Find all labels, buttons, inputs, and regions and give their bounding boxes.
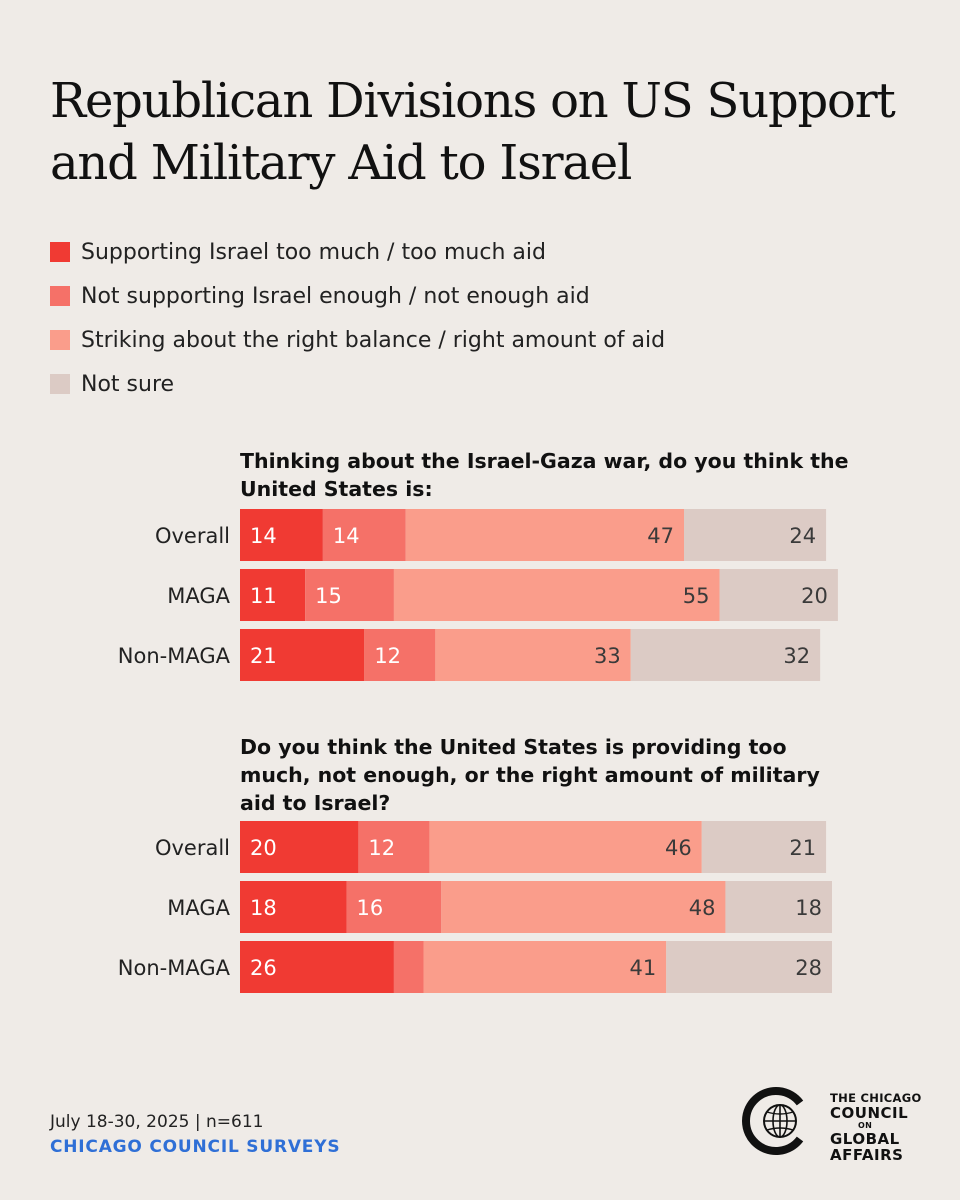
chart-legend: Supporting Israel too much / too much ai… [50, 230, 665, 406]
data-label: 14 [333, 524, 360, 548]
bar-segment [719, 569, 838, 621]
data-label: 24 [789, 524, 816, 548]
source-label: CHICAGO COUNCIL SURVEYS [50, 1137, 341, 1157]
legend-swatch [50, 374, 70, 394]
data-label: 12 [368, 836, 395, 860]
bar-segment [240, 881, 347, 933]
bar-segment [405, 509, 684, 561]
bar-segment [429, 821, 702, 873]
chart-2-question: Do you think the United States is provid… [240, 735, 820, 815]
data-label: 41 [630, 956, 657, 980]
data-label: 28 [795, 956, 822, 980]
data-label: 26 [250, 956, 277, 980]
chicago-council-wordmark: THE CHICAGO COUNCIL ON GLOBAL AFFAIRS [830, 1091, 930, 1164]
bar-segment [441, 881, 726, 933]
chart-1-question: Thinking about the Israel-Gaza war, do y… [240, 449, 849, 501]
category-label: Overall [155, 836, 230, 860]
stacked-bar-chart-1: Overall 14 14 47 24 MAGA 11 15 55 20 Non-MAGA 21 12 3… [118, 509, 838, 681]
logo-line-5: AFFAIRS [830, 1146, 904, 1164]
legend-swatch [50, 330, 70, 350]
data-label: 32 [783, 644, 810, 668]
bar-segment [393, 941, 424, 993]
bar-segment [630, 629, 821, 681]
legend-swatch [50, 242, 70, 262]
bar-segment [240, 569, 306, 621]
legend-item: Supporting Israel too much / too much ai… [50, 230, 665, 274]
logo-line-4: GLOBAL [830, 1130, 900, 1148]
data-label: 48 [689, 896, 716, 920]
bar-segment [322, 509, 406, 561]
bar-segment [305, 569, 394, 621]
data-label: 18 [250, 896, 277, 920]
chicago-council-logo-icon [742, 1087, 804, 1155]
bar-segment [666, 941, 832, 993]
bar-segment [435, 629, 631, 681]
bar-segment [358, 821, 430, 873]
data-label: 55 [683, 584, 710, 608]
category-label: Overall [155, 524, 230, 548]
category-label: MAGA [167, 896, 230, 920]
data-label: 33 [594, 644, 621, 668]
legend-label: Supporting Israel too much / too much ai… [81, 239, 546, 265]
stacked-bar-chart-2: Overall 20 12 46 21 MAGA 18 16 48 18 Non-MAGA 26 41 2… [118, 821, 832, 993]
data-label: 46 [665, 836, 692, 860]
category-label: Non-MAGA [118, 644, 231, 668]
data-label: 20 [250, 836, 277, 860]
data-label: 14 [250, 524, 277, 548]
page-title: Republican Divisions on US Support and M… [50, 73, 896, 191]
bar-segment [346, 881, 442, 933]
legend-label: Not supporting Israel enough / not enoug… [81, 283, 590, 309]
bar-segment [423, 941, 667, 993]
bar-segment [240, 821, 359, 873]
data-label: 47 [647, 524, 674, 548]
data-label: 15 [315, 584, 342, 608]
data-label: 16 [357, 896, 384, 920]
bar-segment [393, 569, 720, 621]
bar-segment [725, 881, 832, 933]
data-label: 21 [789, 836, 816, 860]
category-label: Non-MAGA [118, 956, 231, 980]
logo-line-2: COUNCIL [830, 1104, 909, 1122]
legend-item: Not supporting Israel enough / not enoug… [50, 274, 665, 318]
data-label: 18 [795, 896, 822, 920]
data-label: 20 [801, 584, 828, 608]
data-label: 21 [250, 644, 277, 668]
legend-label: Striking about the right balance / right… [81, 327, 666, 353]
bar-segment [701, 821, 827, 873]
legend-label: Not sure [81, 371, 175, 397]
bar-segment [240, 941, 394, 993]
data-label: 11 [250, 584, 277, 608]
bar-segment [364, 629, 436, 681]
legend-swatch [50, 286, 70, 306]
survey-dates: July 18-30, 2025 | n=611 [50, 1112, 264, 1132]
logo-line-3: ON [858, 1121, 873, 1130]
legend-item: Striking about the right balance / right… [50, 318, 665, 362]
category-label: MAGA [167, 584, 230, 608]
data-label: 12 [374, 644, 401, 668]
bar-segment [240, 509, 323, 561]
bar-segment [240, 629, 365, 681]
logo-line-1: THE CHICAGO [830, 1091, 922, 1105]
bar-segment [684, 509, 827, 561]
legend-item: Not sure [50, 362, 665, 406]
